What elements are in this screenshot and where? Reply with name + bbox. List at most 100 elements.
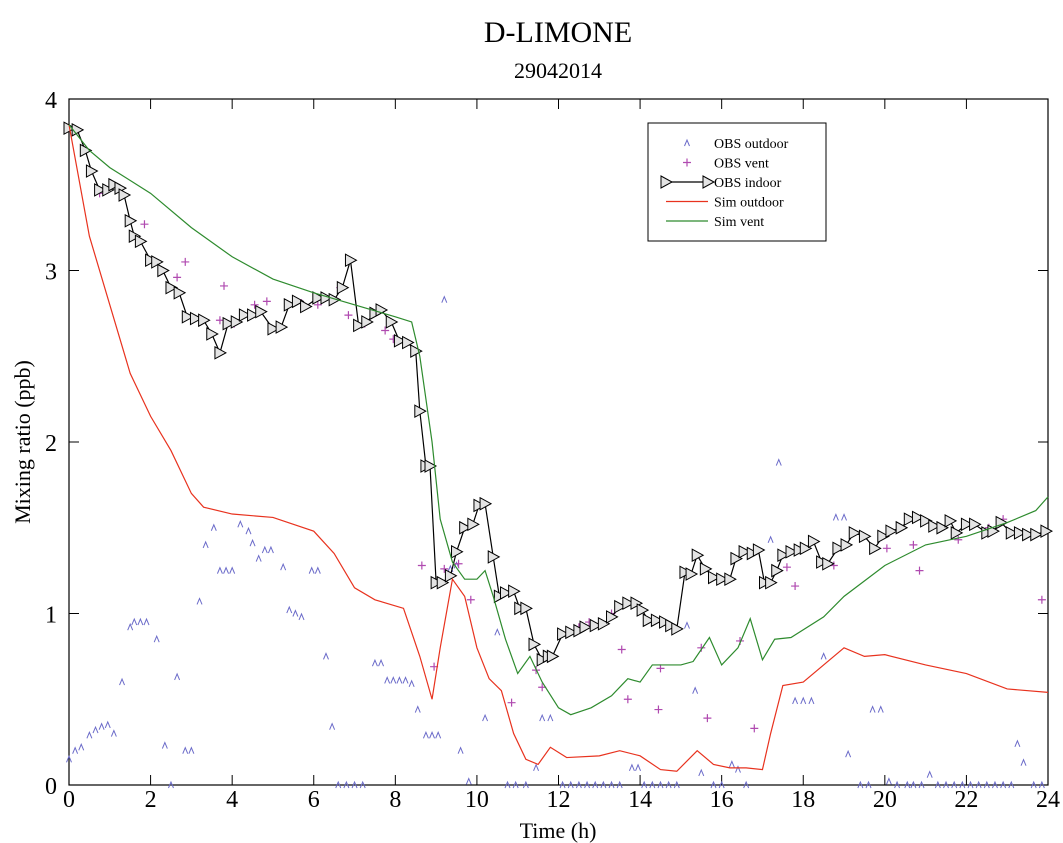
legend-label: OBS vent: [714, 157, 769, 172]
outdoor-marker: [641, 780, 648, 789]
y-axis-label: Mixing ratio (ppb): [10, 360, 35, 524]
outdoor-marker: [910, 780, 917, 789]
indoor-marker: [960, 517, 974, 532]
indoor-marker: [267, 321, 281, 336]
indoor-marker: [622, 596, 635, 611]
x-tick-label: 8: [389, 787, 401, 813]
outdoor-marker: [877, 705, 884, 713]
indoor-marker: [283, 297, 297, 312]
x-tick-label: 18: [791, 787, 815, 813]
outdoor-marker: [408, 679, 415, 688]
outdoor-marker: [255, 554, 262, 562]
outdoor-marker: [584, 780, 591, 789]
vent-marker: [220, 281, 229, 290]
x-tick-label: 6: [308, 787, 320, 813]
vent-marker: [656, 664, 665, 673]
indoor-marker: [165, 280, 179, 295]
outdoor-marker: [547, 713, 554, 722]
indoor-marker: [822, 556, 835, 571]
indoor-marker: [134, 234, 148, 249]
indoor-marker: [665, 618, 678, 633]
outdoor-marker: [983, 780, 990, 789]
indoor-marker: [444, 568, 458, 583]
indoor-marker: [1040, 524, 1054, 539]
indoor-marker: [597, 616, 611, 631]
outdoor-marker: [575, 780, 582, 789]
indoor-marker: [393, 333, 407, 348]
vent-marker: [262, 297, 271, 306]
indoor-marker: [885, 524, 898, 539]
outdoor-marker: [735, 765, 741, 773]
indoor-marker: [702, 175, 716, 189]
indoor-marker: [738, 544, 752, 559]
outdoor-marker: [885, 777, 892, 785]
x-tick-label: 16: [710, 787, 734, 813]
indoor-marker: [189, 311, 203, 326]
outdoor-marker: [137, 617, 144, 626]
x-tick-label: 20: [873, 787, 897, 813]
vent-marker: [507, 698, 516, 707]
outdoor-marker: [959, 780, 966, 789]
vent-marker: [703, 714, 712, 723]
indoor-marker: [473, 498, 487, 513]
vent-marker: [683, 158, 691, 167]
outdoor-marker: [223, 566, 230, 574]
indoor-marker: [650, 613, 664, 628]
indoor-marker: [124, 213, 138, 228]
x-tick-label: 24: [1036, 787, 1060, 813]
outdoor-marker: [628, 763, 635, 772]
outdoor-marker: [1030, 780, 1037, 789]
outdoor-marker: [249, 538, 256, 547]
outdoor-marker: [329, 722, 336, 730]
outdoor-marker: [110, 729, 117, 737]
chart-subtitle: 29042014: [514, 58, 602, 83]
indoor-marker: [903, 512, 917, 527]
outdoor-marker: [792, 696, 799, 705]
indoor-marker: [659, 615, 672, 629]
outdoor-marker: [1020, 758, 1027, 766]
indoor-marker: [771, 563, 784, 578]
series-line: [68, 124, 1049, 716]
outdoor-marker: [504, 780, 511, 789]
indoor-marker: [151, 255, 164, 269]
outdoor-marker: [657, 780, 664, 789]
indoor-marker: [328, 292, 342, 307]
outdoor-marker: [743, 780, 750, 789]
x-tick-label: 10: [465, 787, 489, 813]
indoor-marker: [528, 637, 542, 652]
vent-marker: [750, 724, 759, 733]
indoor-marker: [573, 623, 586, 638]
indoor-marker: [832, 541, 845, 556]
outdoor-marker: [904, 780, 911, 789]
indoor-marker: [911, 510, 925, 525]
indoor-marker: [300, 299, 313, 314]
outdoor-marker: [72, 746, 79, 754]
outdoor-marker: [168, 780, 174, 789]
outdoor-marker: [131, 617, 138, 626]
indoor-marker: [1013, 526, 1027, 540]
indoor-marker: [344, 253, 358, 268]
outdoor-marker: [153, 634, 160, 643]
indoor-marker: [671, 622, 684, 636]
outdoor-marker: [894, 780, 901, 789]
outdoor-marker: [414, 705, 421, 713]
indoor-marker: [758, 575, 772, 590]
indoor-marker: [969, 517, 982, 532]
indoor-marker: [950, 526, 964, 540]
indoor-marker: [353, 318, 366, 333]
x-tick-label: 0: [63, 787, 75, 813]
legend: OBS outdoor OBS vent OBS indoor Sim outdoor…: [647, 122, 827, 242]
vent-marker: [623, 695, 632, 704]
outdoor-marker: [314, 566, 321, 574]
indoor-marker: [508, 584, 521, 599]
indoor-marker: [685, 567, 699, 581]
indoor-marker: [752, 543, 766, 557]
legend-label: OBS indoor: [714, 176, 782, 191]
outdoor-marker: [280, 562, 287, 571]
outdoor-marker: [104, 720, 111, 729]
outdoor-marker: [800, 696, 807, 705]
outdoor-marker: [286, 605, 293, 614]
outdoor-marker: [1038, 780, 1045, 789]
indoor-marker: [799, 541, 813, 556]
indoor-marker: [493, 589, 507, 604]
